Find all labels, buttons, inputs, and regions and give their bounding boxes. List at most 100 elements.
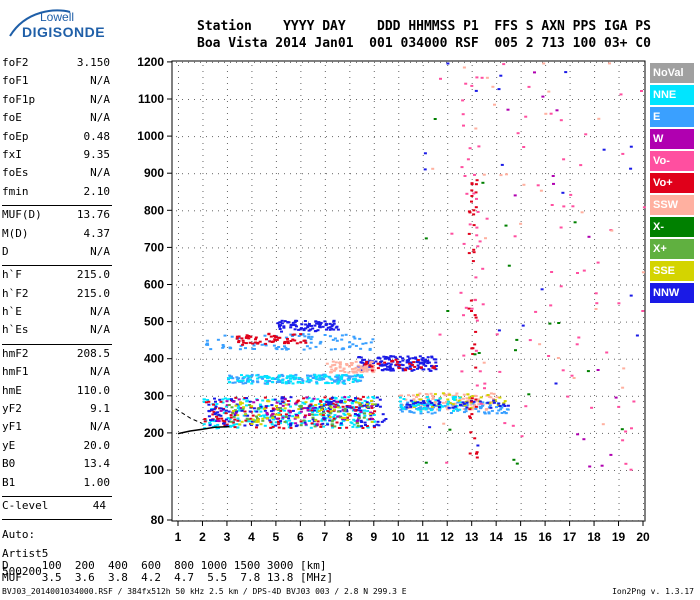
grid-dot: [422, 209, 424, 210]
grid-dot: [506, 520, 507, 521]
echo-point: [287, 409, 291, 412]
grid-dot: [643, 341, 644, 342]
grid-dot: [275, 143, 277, 144]
echo-point: [421, 403, 424, 405]
grid-dot: [350, 61, 351, 63]
grid-dot: [368, 358, 369, 360]
echo-point: [274, 424, 278, 427]
grid-dot: [251, 437, 253, 438]
grid-dot: [314, 358, 315, 360]
grid-dot: [422, 299, 424, 300]
echo-point: [247, 380, 250, 383]
echo-point: [292, 378, 296, 381]
grid-dot: [275, 65, 277, 66]
grid-dot: [476, 173, 477, 175]
grid-dot: [643, 287, 644, 288]
grid-dot: [520, 389, 522, 390]
grid-dot: [226, 155, 228, 156]
grid-dot: [496, 227, 498, 228]
echo-point: [308, 347, 312, 350]
grid-dot: [386, 136, 387, 138]
grid-dot: [422, 479, 424, 480]
echo-point: [370, 412, 374, 415]
echo-point: [343, 396, 347, 399]
grid-dot: [226, 443, 228, 444]
grid-dot: [569, 401, 571, 402]
echo-point: [472, 248, 476, 251]
grid-dot: [447, 119, 449, 120]
echo-point: [340, 338, 344, 341]
echo-point: [318, 413, 322, 416]
grid-dot: [373, 203, 375, 204]
grid-dot: [324, 311, 326, 312]
grid-dot: [251, 161, 253, 162]
grid-dot: [542, 432, 543, 434]
echo-point: [302, 328, 306, 331]
grid-dot: [349, 197, 351, 198]
grid-dot: [496, 107, 498, 108]
grid-dot: [300, 95, 302, 96]
grid-dot: [224, 173, 225, 175]
echo-point: [333, 380, 336, 383]
echo-point: [334, 397, 338, 399]
echo-point: [328, 404, 332, 407]
echo-point: [475, 197, 478, 200]
grid-dot: [178, 101, 179, 102]
grid-dot: [594, 371, 596, 372]
grid-dot: [226, 125, 228, 126]
grid-dot: [584, 358, 585, 360]
grid-dot: [594, 275, 596, 276]
echo-point: [624, 430, 628, 433]
grid-dot: [518, 284, 519, 286]
grid-dot: [447, 137, 449, 138]
echo-point: [357, 409, 361, 412]
grid-dot: [251, 293, 253, 294]
grid-dot: [512, 173, 513, 175]
grid-dot: [398, 395, 399, 397]
echo-point: [475, 456, 479, 459]
echo-point: [366, 364, 370, 367]
grid-dot: [548, 284, 549, 286]
echo-point: [247, 335, 251, 337]
echo-point: [429, 409, 433, 412]
echo-point: [378, 398, 382, 401]
grid-dot: [618, 185, 620, 186]
grid-dot: [618, 173, 620, 174]
grid-dot: [594, 491, 596, 492]
grid-dot: [569, 503, 571, 504]
grid-dot: [434, 284, 435, 286]
grid-dot: [643, 191, 644, 192]
grid-dot: [178, 83, 179, 84]
y-tick-label: 400: [144, 352, 164, 366]
echo-point: [297, 408, 301, 411]
grid-dot: [618, 137, 620, 138]
grid-dot: [554, 99, 555, 100]
grid-dot: [638, 520, 639, 521]
grid-dot: [482, 358, 483, 360]
echo-point: [474, 405, 478, 408]
grid-dot: [594, 83, 596, 84]
echo-point: [279, 422, 282, 425]
grid-dot: [275, 107, 277, 108]
grid-dot: [373, 245, 375, 246]
echo-point: [383, 361, 387, 364]
grid-dot: [349, 203, 351, 204]
grid-dot: [594, 425, 596, 426]
echo-point: [326, 403, 330, 406]
grid-dot: [614, 61, 615, 63]
echo-point: [428, 369, 432, 372]
grid-dot: [545, 353, 547, 354]
grid-dot: [594, 239, 596, 240]
echo-point: [410, 403, 414, 406]
grid-dot: [471, 365, 473, 366]
echo-point: [237, 377, 241, 380]
grid-dot: [471, 101, 473, 102]
grid-dot: [398, 341, 400, 342]
grid-dot: [482, 321, 483, 323]
grid-dot: [202, 167, 204, 168]
grid-dot: [545, 425, 547, 426]
grid-dot: [572, 247, 573, 249]
echo-point: [328, 328, 332, 331]
grid-dot: [536, 358, 537, 360]
grid-dot: [643, 413, 644, 414]
